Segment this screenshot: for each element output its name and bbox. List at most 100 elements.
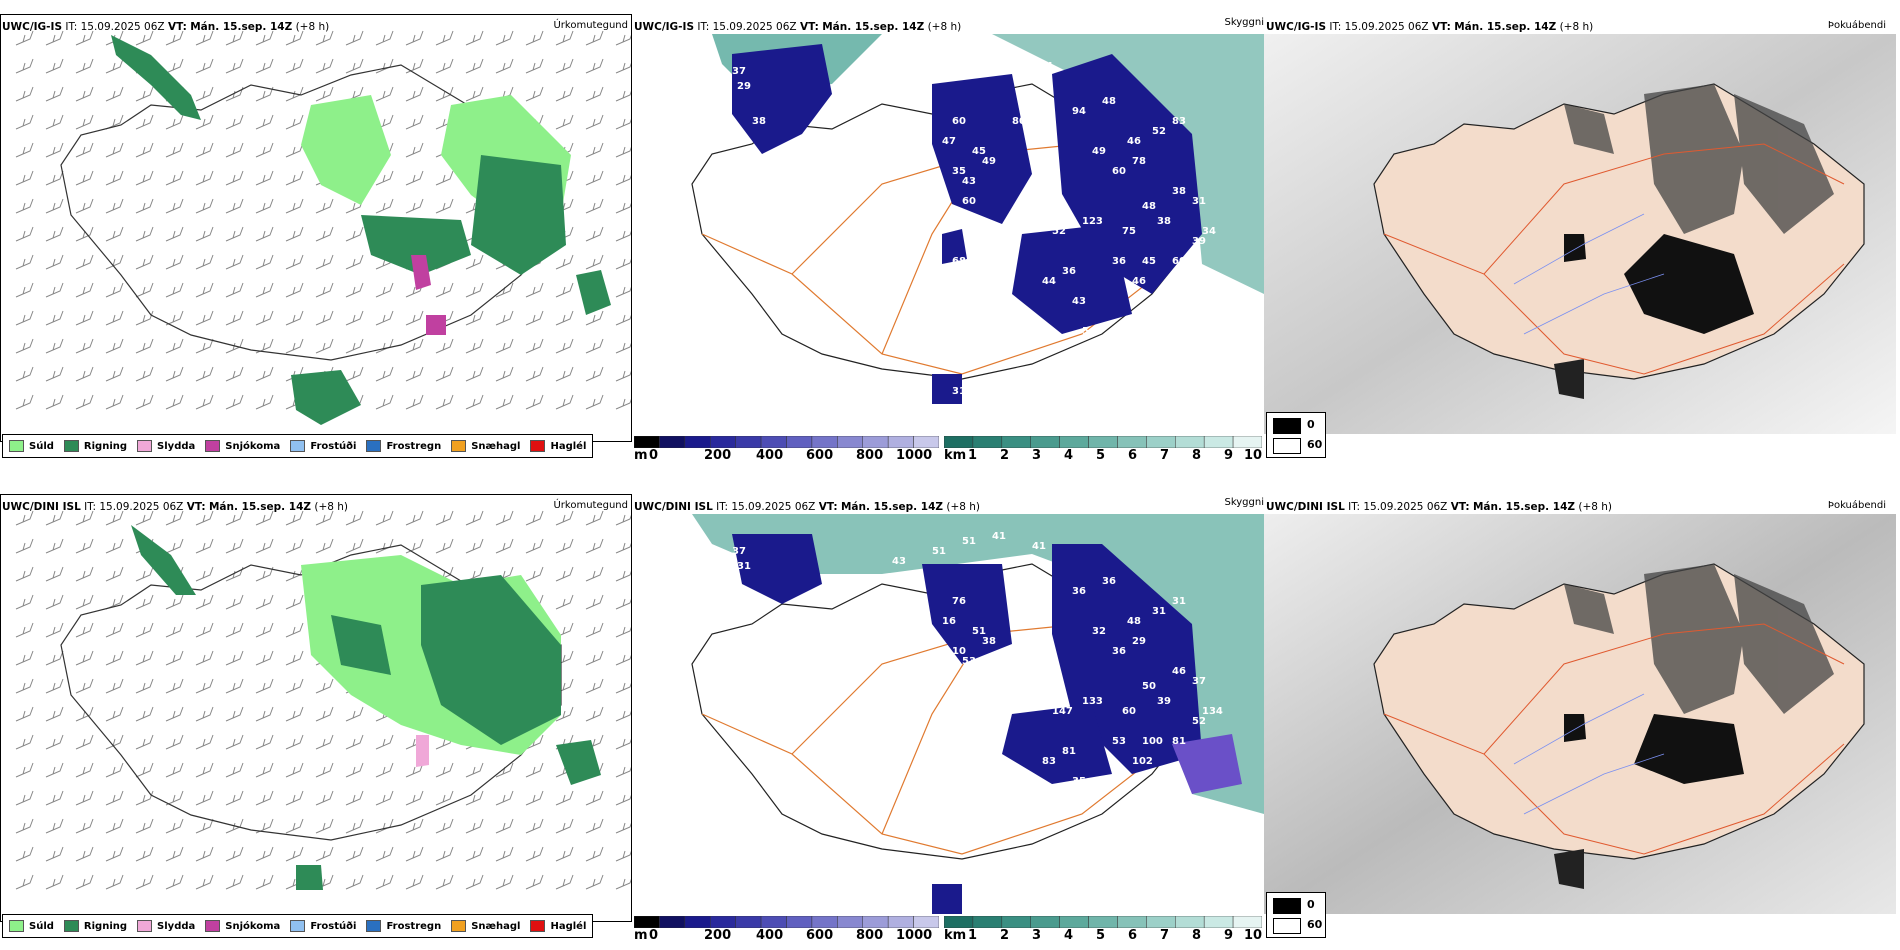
wind-barb bbox=[75, 114, 94, 130]
cloud-base-value: 95 bbox=[932, 66, 946, 77]
wind-barb bbox=[105, 538, 124, 554]
precip-legend-item: Snjókoma bbox=[205, 440, 280, 452]
wind-barb bbox=[405, 874, 424, 890]
fog-map[interactable] bbox=[1264, 34, 1896, 434]
wind-barb bbox=[615, 738, 631, 750]
cloud-base-value: 60 bbox=[952, 116, 966, 127]
wind-barb bbox=[495, 282, 514, 298]
wind-barb bbox=[465, 254, 484, 270]
wind-barb bbox=[495, 58, 514, 74]
wind-barb bbox=[165, 734, 184, 750]
wind-barb bbox=[525, 762, 544, 778]
vis-tick: 5 bbox=[1096, 448, 1106, 463]
wind-barb bbox=[405, 818, 424, 834]
wind-barb bbox=[615, 90, 631, 102]
wind-barb bbox=[255, 58, 274, 74]
visibility-colorbar-cell bbox=[1203, 916, 1234, 928]
wind-barb bbox=[345, 226, 364, 242]
precip-legend-item: Frostúði bbox=[290, 440, 356, 452]
cloudbase-visibility-map[interactable]: 37 54 31 38 41 43 51 51 41 41 76 16 10 51 53 38 41 42 36 36… bbox=[632, 514, 1264, 914]
wind-barb bbox=[15, 310, 34, 326]
visibility-colorbar-cell bbox=[944, 436, 974, 448]
fog-panel-label: Þokuábendi bbox=[1827, 20, 1886, 31]
precip-legend-item: Snæhagl bbox=[451, 440, 520, 452]
precip-map[interactable] bbox=[0, 14, 632, 442]
wind-barb bbox=[195, 566, 214, 582]
cloud-base-value: 31 bbox=[952, 386, 966, 397]
wind-barb bbox=[615, 570, 631, 582]
wind-barb bbox=[375, 538, 394, 554]
wind-barb bbox=[585, 650, 604, 666]
cloudbase-visibility-map[interactable]: 37 58 29 38 82 89 95 78 76 104 60 47 35 45 43 49 60 80 94 4… bbox=[632, 34, 1264, 434]
wind-barb bbox=[345, 734, 364, 750]
wind-barb bbox=[105, 170, 124, 186]
cloud-base-value: 37 bbox=[732, 66, 746, 77]
wind-barb bbox=[465, 30, 484, 46]
wind-barb bbox=[195, 510, 214, 526]
wind-barb bbox=[555, 566, 574, 582]
visibility-colorbar-cell bbox=[1146, 916, 1176, 928]
cloud-base-value: 78 bbox=[962, 56, 976, 67]
wind-barb bbox=[615, 230, 631, 242]
wind-barb bbox=[15, 874, 34, 890]
wind-barb bbox=[405, 58, 424, 74]
wind-barb bbox=[165, 170, 184, 186]
wind-barb bbox=[405, 510, 424, 526]
wind-barb bbox=[255, 678, 274, 694]
wind-barb bbox=[15, 818, 34, 834]
precip-legend-swatch bbox=[205, 920, 221, 932]
wind-barb bbox=[525, 846, 544, 862]
wind-barb bbox=[105, 310, 124, 326]
wind-barb bbox=[165, 594, 184, 610]
wind-barb bbox=[435, 282, 454, 298]
visibility-colorbar-cell bbox=[1030, 916, 1060, 928]
cloud-base-value: 43 bbox=[892, 556, 906, 567]
wind-barb bbox=[285, 310, 304, 326]
wind-barb bbox=[285, 734, 304, 750]
cloud-base-value: 46 bbox=[1172, 666, 1186, 677]
cloud-base-value: 46 bbox=[1127, 136, 1141, 147]
wind-barb bbox=[135, 142, 154, 158]
wind-barb bbox=[135, 874, 154, 890]
fog-map[interactable] bbox=[1264, 514, 1896, 914]
wind-barb bbox=[345, 762, 364, 778]
wind-barb bbox=[405, 790, 424, 806]
wind-barb bbox=[255, 254, 274, 270]
wind-barb bbox=[45, 650, 64, 666]
precip-map[interactable] bbox=[0, 494, 632, 922]
wind-barb bbox=[435, 510, 454, 526]
wind-barb bbox=[465, 510, 484, 526]
vis-tick: 2 bbox=[1000, 448, 1010, 463]
wind-barb bbox=[435, 394, 454, 410]
wind-barb bbox=[405, 366, 424, 382]
wind-barb bbox=[255, 394, 274, 410]
precip-legend-swatch bbox=[63, 920, 79, 932]
wind-barb bbox=[75, 170, 94, 186]
wind-barb bbox=[75, 790, 94, 806]
cloud-base-value: 36 bbox=[1072, 586, 1086, 597]
wind-barb bbox=[225, 622, 244, 638]
wind-barb bbox=[585, 394, 604, 410]
visibility-colorbar-cell bbox=[1059, 436, 1089, 448]
fog-legend-label: 0 bbox=[1307, 898, 1315, 911]
wind-barb bbox=[195, 310, 214, 326]
wind-barb bbox=[285, 142, 304, 158]
wind-barb bbox=[525, 310, 544, 326]
precip-legend-item: Slydda bbox=[137, 440, 195, 452]
wind-barb bbox=[225, 142, 244, 158]
wind-barb bbox=[375, 30, 394, 46]
wind-barb bbox=[405, 30, 424, 46]
wind-barb bbox=[315, 678, 334, 694]
wind-barb bbox=[105, 338, 124, 354]
wind-barb bbox=[285, 846, 304, 862]
wind-barb bbox=[555, 790, 574, 806]
wind-barb bbox=[615, 598, 631, 610]
wind-barb bbox=[405, 538, 424, 554]
visibility-colorbar-cell bbox=[1088, 916, 1118, 928]
wind-barb bbox=[225, 706, 244, 722]
cloud-base-value: 36 bbox=[1112, 256, 1126, 267]
wind-barb bbox=[225, 650, 244, 666]
wind-barb bbox=[45, 734, 64, 750]
vis-tick: 8 bbox=[1192, 448, 1202, 463]
cb-tick: 600 bbox=[806, 448, 834, 463]
